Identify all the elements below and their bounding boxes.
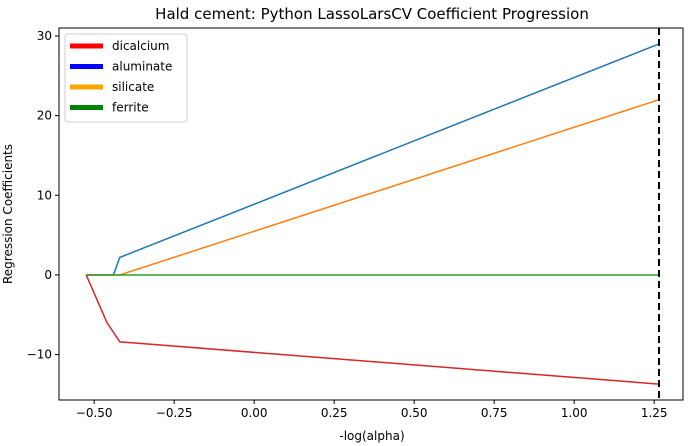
x-tick-label: 0.25 (321, 406, 348, 420)
y-axis-label: Regression Coefficients (1, 144, 15, 284)
x-tick-label: 0.50 (401, 406, 428, 420)
x-tick-label: 0.00 (241, 406, 268, 420)
chart-title: Hald cement: Python LassoLarsCV Coeffici… (155, 5, 589, 23)
x-tick-label: 1.00 (561, 406, 588, 420)
x-axis-label: -log(alpha) (339, 429, 404, 443)
legend-label-silicate: silicate (112, 80, 154, 94)
legend-label-aluminate: aluminate (112, 60, 172, 74)
y-tick-label: 10 (37, 188, 52, 202)
y-tick-label: 30 (37, 29, 52, 43)
x-tick-label: −0.50 (76, 406, 113, 420)
x-tick-label: 1.25 (641, 406, 668, 420)
legend-label-ferrite: ferrite (112, 101, 149, 115)
legend-label-dicalcium: dicalcium (112, 39, 169, 53)
y-tick-label: 0 (44, 268, 52, 282)
x-tick-label: −0.25 (156, 406, 193, 420)
y-tick-label: −10 (27, 348, 52, 362)
legend: dicalcium aluminate silicate ferrite (65, 34, 187, 122)
y-tick-label: 20 (37, 109, 52, 123)
x-tick-label: 0.75 (481, 406, 508, 420)
